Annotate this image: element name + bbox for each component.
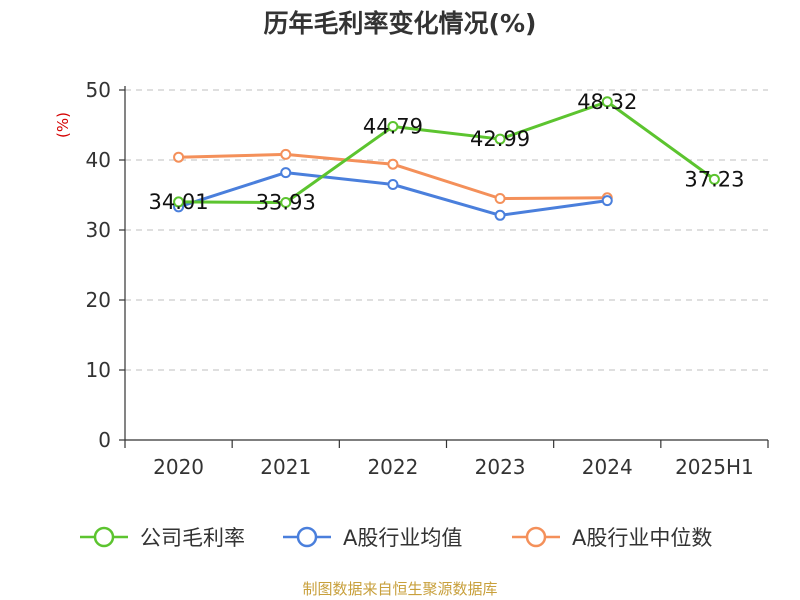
axes: 0 10 20 30 40 50 2020 2021 2022 2023 2024 2025H1 bbox=[86, 78, 769, 479]
data-point bbox=[494, 209, 506, 221]
series-line bbox=[178, 100, 716, 204]
y-tick-label: 10 bbox=[86, 358, 111, 382]
data-point bbox=[173, 151, 185, 163]
series-lines bbox=[173, 96, 720, 221]
legend-label: A股行业均值 bbox=[343, 526, 462, 550]
x-tick-label: 2022 bbox=[367, 455, 418, 479]
chart-title: 历年毛利率变化情况(%) bbox=[263, 9, 537, 38]
data-point bbox=[387, 179, 399, 190]
data-label: 44.79 bbox=[363, 114, 423, 138]
y-tick-label: 50 bbox=[86, 78, 111, 102]
data-point bbox=[387, 120, 399, 132]
y-tick-label: 40 bbox=[86, 148, 111, 172]
data-label: 37.23 bbox=[684, 167, 744, 191]
data-point bbox=[708, 173, 720, 185]
legend-label: A股行业中位数 bbox=[572, 526, 712, 550]
data-labels: 34.01 33.93 44.79 42.99 48.32 37.23 bbox=[149, 90, 745, 215]
data-point bbox=[173, 196, 185, 208]
x-tick-label: 2023 bbox=[475, 455, 526, 479]
legend-item: A股行业均值 bbox=[283, 526, 462, 550]
legend-swatch-marker bbox=[525, 526, 547, 548]
y-tick-label: 20 bbox=[86, 288, 111, 312]
data-point bbox=[280, 196, 292, 208]
legend-item: 公司毛利率 bbox=[80, 526, 245, 550]
x-tick-label: 2025H1 bbox=[675, 455, 754, 479]
data-point bbox=[387, 158, 399, 170]
data-point bbox=[494, 193, 506, 204]
x-tick-label: 2020 bbox=[153, 455, 204, 479]
x-tick-label: 2024 bbox=[582, 455, 633, 479]
y-axis-unit-label: (%) bbox=[54, 112, 72, 138]
data-point bbox=[494, 133, 506, 145]
legend-swatch-marker bbox=[296, 526, 318, 548]
legend-item: A股行业中位数 bbox=[512, 526, 712, 550]
x-tick-label: 2021 bbox=[260, 455, 311, 479]
data-label: 34.01 bbox=[149, 190, 209, 214]
data-point bbox=[601, 195, 613, 207]
data-label: 48.32 bbox=[577, 90, 637, 114]
source-note: 制图数据来自恒生聚源数据库 bbox=[302, 580, 498, 598]
data-point bbox=[280, 148, 292, 160]
legend-swatch-marker bbox=[93, 526, 115, 548]
legend-label: 公司毛利率 bbox=[140, 526, 245, 550]
grid-lines bbox=[125, 89, 768, 371]
y-tick-label: 0 bbox=[98, 428, 111, 452]
legend: 公司毛利率 A股行业均值 A股行业中位数 bbox=[80, 526, 712, 550]
y-tick-label: 30 bbox=[86, 218, 111, 242]
data-label: 33.93 bbox=[256, 190, 316, 214]
data-label: 42.99 bbox=[470, 127, 530, 151]
data-point bbox=[280, 167, 292, 179]
data-point bbox=[601, 96, 613, 108]
